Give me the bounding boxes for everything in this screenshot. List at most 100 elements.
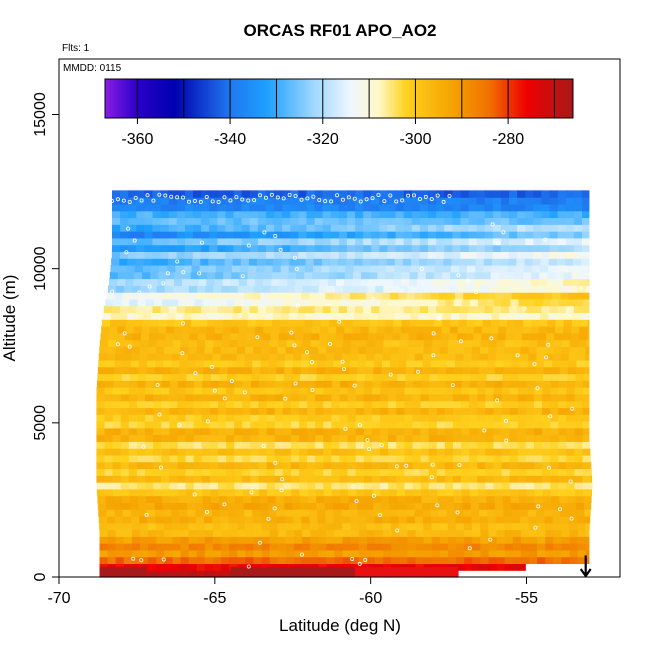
heatmap-cell xyxy=(266,461,276,470)
heatmap-cell xyxy=(351,285,360,293)
heatmap-cell xyxy=(177,393,187,402)
heatmap-cell xyxy=(101,319,111,327)
heatmap-cell xyxy=(436,197,445,205)
sample-point xyxy=(192,199,197,204)
heatmap-cell xyxy=(177,454,187,463)
heatmap-cell xyxy=(180,339,190,347)
heatmap-cell xyxy=(257,210,267,219)
heatmap-cell xyxy=(436,387,446,395)
heatmap-cell xyxy=(161,448,170,456)
heatmap-cell xyxy=(517,441,527,449)
heatmap-cell xyxy=(120,427,130,436)
heatmap-cell xyxy=(136,420,146,429)
heatmap-cell xyxy=(260,353,270,361)
sample-point xyxy=(109,199,114,204)
sample-point xyxy=(157,412,162,417)
heatmap-cell xyxy=(447,529,457,537)
heatmap-cell xyxy=(242,414,251,422)
heatmap-cell xyxy=(359,285,368,293)
heatmap-cell xyxy=(148,339,158,347)
heatmap-cell xyxy=(269,522,279,531)
heatmap-cell xyxy=(363,251,372,259)
heatmap-cell xyxy=(496,339,506,347)
heatmap-cell xyxy=(488,543,498,551)
heatmap-cell xyxy=(479,292,489,300)
heatmap-cell xyxy=(112,461,122,470)
colorbar-swatch xyxy=(261,79,264,118)
heatmap-cell xyxy=(436,217,445,225)
sample-point xyxy=(278,247,283,252)
colorbar-swatch xyxy=(225,79,229,118)
heatmap-cell xyxy=(444,244,453,252)
heatmap-cell xyxy=(248,312,258,320)
heatmap-cell xyxy=(284,509,294,517)
heatmap-cell xyxy=(415,339,425,347)
heatmap-cell xyxy=(279,271,289,280)
sample-point xyxy=(258,193,263,198)
sample-point xyxy=(199,240,204,245)
heatmap-cell xyxy=(355,217,364,225)
heatmap-cell xyxy=(485,448,495,456)
heatmap-cell xyxy=(527,509,537,517)
heatmap-cell xyxy=(551,366,561,375)
heatmap-cell xyxy=(342,536,352,544)
heatmap-cell xyxy=(520,556,530,565)
heatmap-cell xyxy=(160,251,170,259)
heatmap-cell xyxy=(196,563,206,571)
heatmap-cell xyxy=(138,509,148,517)
heatmap-cell xyxy=(358,543,368,551)
heatmap-cell xyxy=(259,373,269,381)
heatmap-cell xyxy=(136,210,145,219)
colorbar-swatch xyxy=(292,79,295,118)
heatmap-cell xyxy=(490,326,499,334)
heatmap-cell xyxy=(396,468,405,476)
heatmap-cell xyxy=(581,305,590,314)
heatmap-cell xyxy=(118,264,128,273)
heatmap-cell xyxy=(433,326,443,334)
colorbar-swatch xyxy=(274,79,278,118)
heatmap-cell xyxy=(396,387,406,395)
heatmap-cell xyxy=(193,434,203,442)
heatmap-cell xyxy=(590,468,592,476)
heatmap-cell xyxy=(461,298,471,307)
heatmap-cell xyxy=(257,258,266,266)
heatmap-cell xyxy=(537,339,547,347)
colorbar-swatch xyxy=(315,79,319,118)
heatmap-cell xyxy=(196,536,206,544)
heatmap-cell xyxy=(180,529,190,537)
heatmap-cell xyxy=(363,448,373,456)
heatmap-cell xyxy=(439,563,449,571)
heatmap-cell xyxy=(298,217,308,225)
heatmap-cell xyxy=(388,468,397,476)
heatmap-cell xyxy=(273,305,283,314)
heatmap-cell xyxy=(550,380,560,388)
heatmap-cell xyxy=(223,271,232,280)
heatmap-cell xyxy=(528,522,538,531)
heatmap-cell xyxy=(472,563,481,571)
heatmap-cell xyxy=(537,529,546,537)
heatmap-cell xyxy=(309,359,318,368)
heatmap-cell xyxy=(381,373,390,381)
heatmap-cell xyxy=(487,509,496,517)
heatmap-cell xyxy=(115,563,125,571)
heatmap-cell xyxy=(381,502,391,510)
heatmap-cell xyxy=(452,434,462,442)
heatmap-cell xyxy=(346,224,356,232)
heatmap-cell xyxy=(161,298,171,307)
heatmap-cell xyxy=(212,549,222,558)
heatmap-cell xyxy=(396,407,405,415)
heatmap-cell xyxy=(366,529,376,537)
heatmap-cell xyxy=(107,522,117,531)
heatmap-cell xyxy=(496,285,506,293)
sample-point xyxy=(548,414,553,419)
heatmap-cell xyxy=(257,217,267,225)
heatmap-cell xyxy=(469,434,478,442)
heatmap-cell xyxy=(428,461,438,470)
heatmap-cell xyxy=(290,414,300,422)
heatmap-cell xyxy=(484,244,494,252)
heatmap-cell xyxy=(187,366,196,375)
heatmap-cell xyxy=(221,285,231,293)
heatmap-cell xyxy=(284,292,294,300)
heatmap-cell xyxy=(326,563,336,571)
heatmap-cell xyxy=(331,441,341,449)
